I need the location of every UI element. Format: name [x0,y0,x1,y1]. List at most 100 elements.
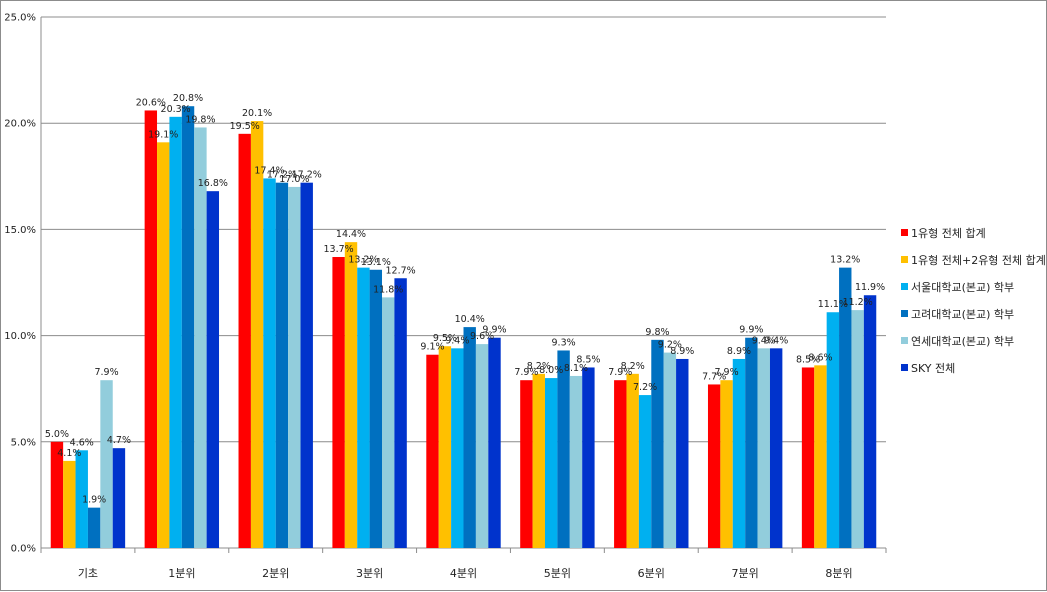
data-label: 8.5% [576,354,600,365]
data-label: 19.1% [148,129,178,140]
data-label: 8.5% [796,354,820,365]
x-category-label: 2분위 [262,567,289,580]
bar [638,395,652,548]
y-tick-label: 25.0% [4,13,36,24]
bar [263,178,276,549]
x-category-label: 기초 [78,567,98,580]
data-label: 8.0% [539,365,563,376]
data-label: 7.7% [702,371,726,382]
data-label: 16.8% [198,178,228,189]
data-label: 9.4% [752,335,776,346]
bar [475,344,489,548]
data-label: 4.6% [70,437,94,448]
bar [144,110,158,549]
bar [250,121,264,548]
data-label: 11.1% [818,299,848,310]
x-category-label: 3분위 [356,567,383,580]
x-category-label: 8분위 [825,567,852,580]
bar [851,310,864,548]
bar [520,380,533,548]
data-label: 8.9% [670,346,694,357]
data-label: 9.4% [445,335,469,346]
bar [839,267,852,548]
bar [50,441,64,548]
bars [50,106,877,549]
data-label: 12.7% [386,265,416,276]
bar [63,460,76,548]
bar [100,380,113,548]
y-tick-label: 15.0% [4,225,36,236]
data-labels: 5.0%20.6%19.5%13.7%9.1%7.9% 7.9% 7.7%8.5%4… [45,93,885,505]
bar [369,269,383,548]
data-label: 7.9% [608,367,632,378]
data-label: 4.7% [107,435,131,446]
legend-item: 1유형 전체+2유형 전체 합계 [901,246,1047,273]
data-label: 17.2% [292,170,322,181]
data-label: 1.9% [82,495,106,506]
bar [87,507,101,548]
data-label: 9.9% [482,325,506,336]
bar [801,367,815,548]
x-category-label: 7분위 [732,567,759,580]
bar [112,448,126,548]
data-label: 8.1% [564,363,588,374]
data-label: 10.4% [455,314,485,325]
data-label: 11.8% [373,284,403,295]
data-label: 7.9% [714,367,738,378]
bar [382,297,395,548]
data-label: 7.2% [633,382,657,393]
legend-item: 고려대학교(본교) 학부 [901,300,1047,327]
bar [863,295,877,548]
legend: 1유형 전체 합계 1유형 전체+2유형 전체 합계 서울대학교(본교) 학부 고려대… [901,219,1047,381]
bar [720,380,733,548]
bar [532,373,545,548]
bar [300,182,313,549]
bar [75,450,88,548]
bar [238,133,251,548]
data-label: 20.8% [173,93,203,104]
bar [614,380,627,548]
legend-swatch [901,337,908,344]
legend-item: 서울대학교(본교) 학부 [901,273,1047,300]
bar [826,312,840,548]
data-label: 4.1% [57,448,81,459]
bar [676,358,689,548]
bar [769,348,783,548]
bar [814,365,827,548]
legend-swatch [901,364,908,371]
data-label: 9.9% [739,325,763,336]
data-label: 8.6% [808,352,832,363]
data-label: 5.0% [45,429,69,440]
data-label: 13.2% [348,255,378,266]
legend-item: 1유형 전체 합계 [901,219,1047,246]
legend-swatch [901,283,908,290]
bar [194,127,207,548]
bar [451,348,464,548]
bar [651,339,664,548]
x-category-label: 6분위 [638,567,665,580]
bar [181,106,195,549]
bar [707,384,721,548]
bar [557,350,570,548]
data-label: 8.2% [527,361,551,372]
legend-label: 1유형 전체 합계 [911,226,986,240]
y-tick-label: 0.0% [11,544,36,555]
data-label: 13.1% [361,257,391,268]
data-label: 9.1% [420,342,444,353]
bar [488,337,501,548]
x-category-label: 1분위 [168,567,195,580]
data-label: 11.2% [843,297,873,308]
bar [582,367,595,548]
data-label: 9.2% [658,340,682,351]
y-tick-label: 5.0% [11,437,36,448]
legend-item: SKY 전체 [901,354,1047,381]
legend-label: SKY 전체 [911,361,956,375]
bar [157,142,170,548]
data-label: 11.9% [855,282,885,293]
data-label: 19.5% [230,121,260,132]
bar [275,182,289,549]
data-label: 9.4% [764,335,788,346]
bar [357,267,370,548]
